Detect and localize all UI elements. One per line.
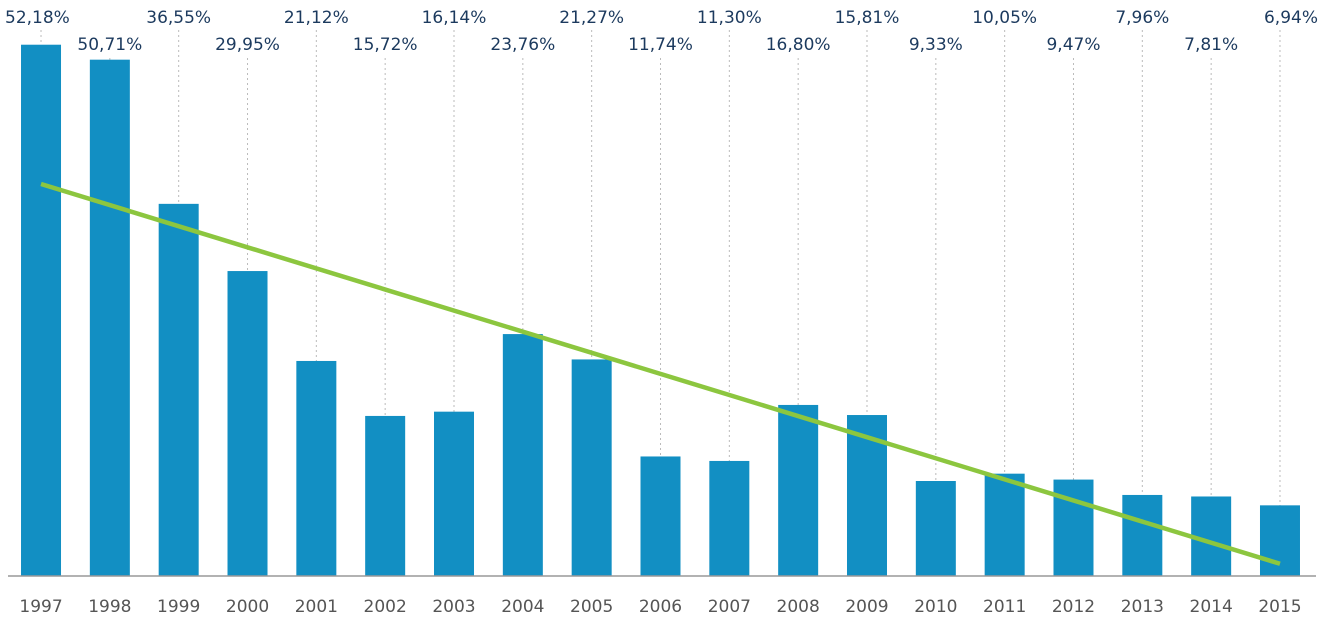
value-label: 7,81% xyxy=(1184,35,1238,55)
value-label: 15,72% xyxy=(353,35,418,55)
bar xyxy=(571,359,612,576)
x-tick-label: 2001 xyxy=(295,597,338,617)
x-tick-label: 2014 xyxy=(1190,597,1233,617)
value-label: 9,33% xyxy=(909,35,963,55)
value-label: 7,96% xyxy=(1115,8,1169,28)
x-tick-label: 2006 xyxy=(639,597,682,617)
bar xyxy=(709,460,750,576)
trend-line xyxy=(40,181,1281,566)
bar xyxy=(296,360,337,576)
x-tick-label: 2004 xyxy=(501,597,544,617)
x-tick-label: 2000 xyxy=(226,597,269,617)
value-label: 16,14% xyxy=(422,8,487,28)
bar xyxy=(1259,505,1300,576)
value-label: 9,47% xyxy=(1046,35,1100,55)
bar xyxy=(89,59,130,577)
x-tick-label: 2007 xyxy=(708,597,751,617)
value-label: 6,94% xyxy=(1264,8,1318,28)
value-label: 29,95% xyxy=(215,35,280,55)
bar xyxy=(21,44,62,577)
value-label: 11,74% xyxy=(628,35,693,55)
x-tick-label: 2011 xyxy=(983,597,1026,617)
x-tick-label: 2003 xyxy=(432,597,475,617)
bar xyxy=(1122,494,1163,576)
bar xyxy=(778,404,819,576)
x-tick-label: 1998 xyxy=(88,597,131,617)
x-tick-label: 2009 xyxy=(845,597,888,617)
bar xyxy=(434,411,475,576)
x-tick-label: 2008 xyxy=(777,597,820,617)
x-tick-label: 2015 xyxy=(1258,597,1301,617)
value-label: 15,81% xyxy=(835,8,900,28)
value-label: 36,55% xyxy=(146,8,211,28)
bar xyxy=(984,473,1025,576)
bar xyxy=(502,334,543,576)
x-tick-label: 2005 xyxy=(570,597,613,617)
bar xyxy=(227,271,268,576)
bar xyxy=(640,456,681,576)
bar xyxy=(158,203,199,576)
value-label: 11,30% xyxy=(697,8,762,28)
bar xyxy=(915,481,956,576)
x-tick-label: 2012 xyxy=(1052,597,1095,617)
value-label: 52,18% xyxy=(5,8,70,28)
x-tick-label: 2002 xyxy=(364,597,407,617)
value-label: 21,12% xyxy=(284,8,349,28)
value-label: 50,71% xyxy=(77,35,142,55)
x-tick-label: 1997 xyxy=(19,597,62,617)
bar xyxy=(1191,496,1232,576)
x-tick-label: 2010 xyxy=(914,597,957,617)
x-tick-label: 2013 xyxy=(1121,597,1164,617)
value-label: 21,27% xyxy=(559,8,624,28)
bar xyxy=(365,415,406,576)
value-label: 23,76% xyxy=(490,35,555,55)
value-label: 10,05% xyxy=(972,8,1037,28)
value-label: 16,80% xyxy=(766,35,831,55)
x-tick-label: 1999 xyxy=(157,597,200,617)
